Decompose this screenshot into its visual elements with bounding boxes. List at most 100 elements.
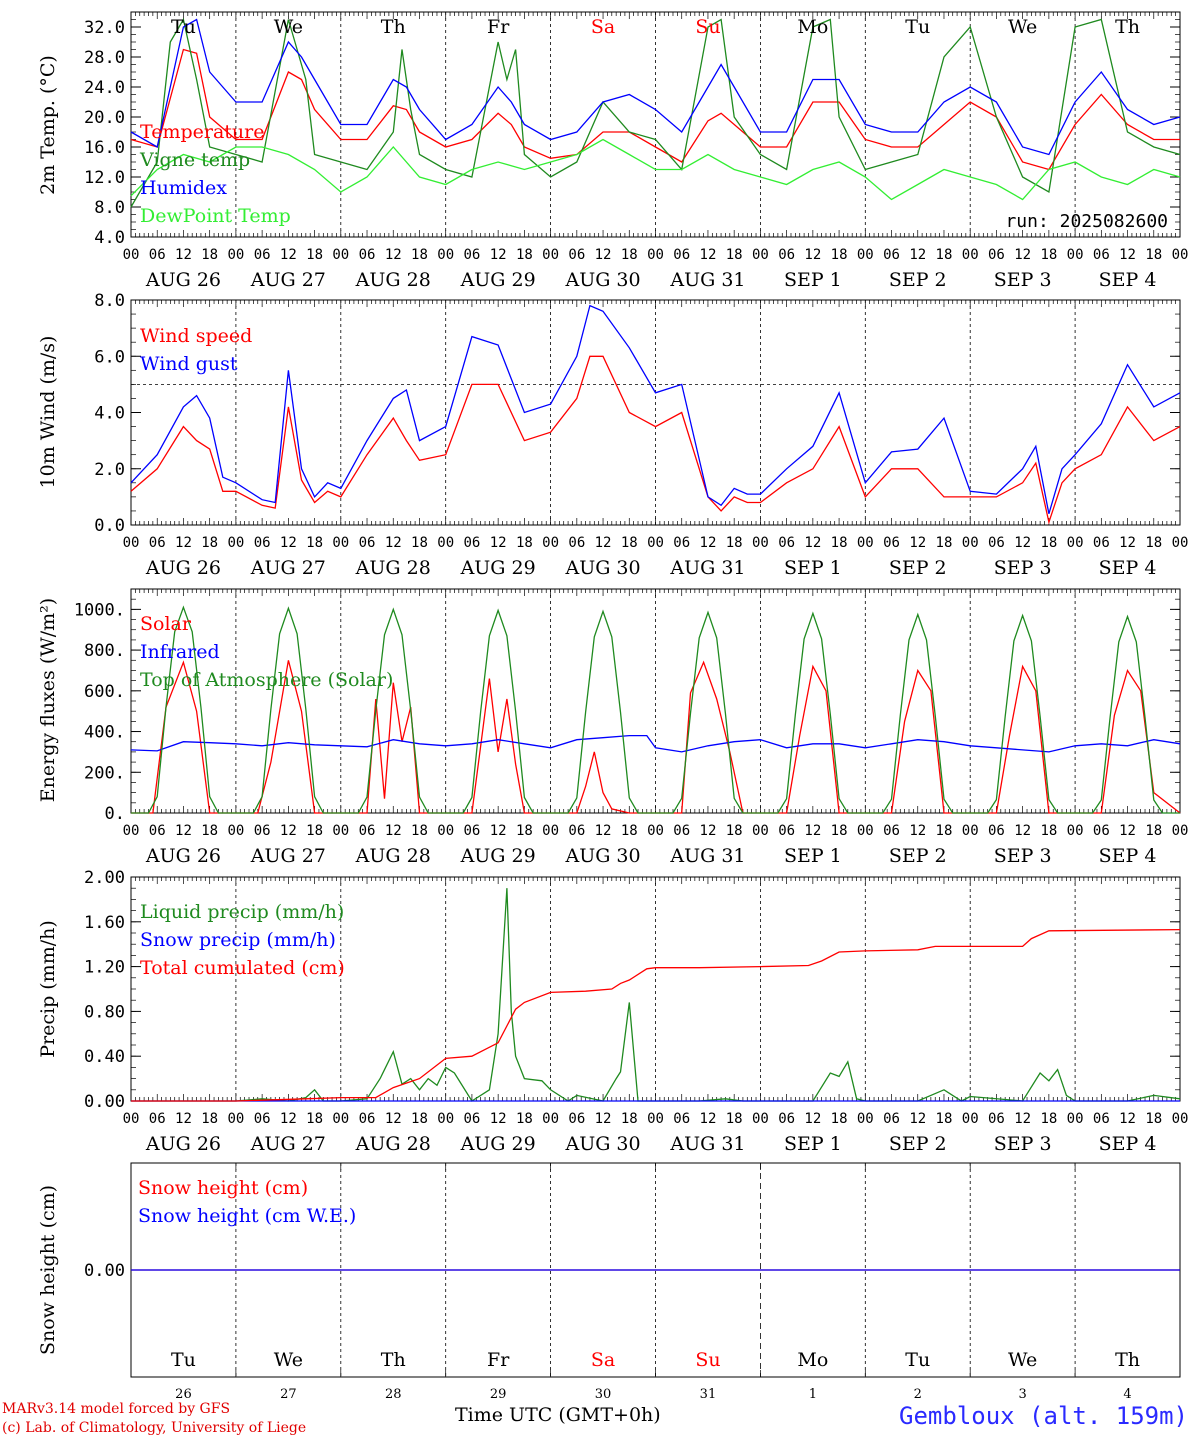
legend-entry: Liquid precip (mm/h) <box>140 901 344 923</box>
x-hour-label: 06 <box>359 1111 376 1127</box>
x-hour-label: 00 <box>1172 823 1189 839</box>
date-label: SEP 2 <box>889 269 947 291</box>
y-axis-label: Energy fluxes (W/m²) <box>37 598 59 802</box>
series-line-wind-gust <box>130 304 1181 514</box>
x-hour-label: 12 <box>909 247 926 263</box>
x-hour-label: 12 <box>700 823 717 839</box>
x-hour-label: 12 <box>280 535 297 551</box>
date-label: AUG 28 <box>355 269 431 291</box>
y-tick-label: 0.80 <box>84 1002 125 1022</box>
date-label: AUG 27 <box>250 845 326 867</box>
x-hour-label: 06 <box>254 247 271 263</box>
day-number: 1 <box>809 1387 817 1400</box>
x-hour-label: 12 <box>700 247 717 263</box>
x-hour-label: 00 <box>962 535 979 551</box>
x-hour-label: 06 <box>568 247 585 263</box>
x-hour-label: 18 <box>726 823 743 839</box>
legend-entry: Infrared <box>140 641 220 663</box>
series-line-vigne-temp <box>130 17 1181 208</box>
x-hour-label: 00 <box>227 535 244 551</box>
x-hour-label: 18 <box>411 823 428 839</box>
y-tick-label: 1.60 <box>84 913 125 933</box>
x-hour-label: 12 <box>385 247 402 263</box>
x-hour-label: 12 <box>1119 1111 1136 1127</box>
weekday-label-bottom: Su <box>695 1349 720 1371</box>
y-axis-label: 2m Temp. (°C) <box>37 55 59 195</box>
y-tick-label: 0.0 <box>94 516 125 536</box>
x-hour-label: 06 <box>988 247 1005 263</box>
x-hour-label: 12 <box>280 247 297 263</box>
x-hour-label: 00 <box>857 1111 874 1127</box>
date-label: AUG 26 <box>145 1133 221 1155</box>
date-label: AUG 30 <box>564 269 640 291</box>
x-hour-label: 18 <box>306 535 323 551</box>
date-label: AUG 31 <box>669 845 745 867</box>
x-hour-label: 12 <box>595 1111 612 1127</box>
y-tick-label: 12.0 <box>84 168 125 188</box>
y-tick-label: 16.0 <box>84 138 125 158</box>
weekday-label-bottom: We <box>1008 1349 1037 1371</box>
x-hour-label: 00 <box>647 1111 664 1127</box>
x-hour-label: 12 <box>175 823 192 839</box>
x-hour-label: 18 <box>1145 535 1162 551</box>
x-hour-label: 06 <box>149 535 166 551</box>
x-hour-label: 18 <box>411 1111 428 1127</box>
x-hour-label: 18 <box>936 823 953 839</box>
x-hour-label: 00 <box>647 823 664 839</box>
date-label: AUG 29 <box>460 557 536 579</box>
x-hour-label: 12 <box>385 535 402 551</box>
x-hour-label: 18 <box>726 535 743 551</box>
y-tick-label: 1.20 <box>84 958 125 978</box>
date-label: AUG 28 <box>355 1133 431 1155</box>
x-hour-label: 00 <box>752 823 769 839</box>
y-axis-label: Precip (mm/h) <box>37 920 59 1058</box>
date-label: SEP 4 <box>1099 269 1157 291</box>
x-hour-label: 06 <box>778 1111 795 1127</box>
weekday-label-bottom: Tu <box>905 1349 930 1371</box>
x-hour-label: 12 <box>700 535 717 551</box>
date-label: AUG 30 <box>564 1133 640 1155</box>
model-credit: MARv3.14 model forced by GFS (c) Lab. of… <box>2 1400 306 1438</box>
x-hour-label: 12 <box>1014 247 1031 263</box>
x-hour-label: 00 <box>332 1111 349 1127</box>
date-label: SEP 1 <box>784 845 842 867</box>
series-line-liquid-precip-mm-h- <box>131 888 1181 1102</box>
weekday-label: Fr <box>487 16 510 38</box>
date-label: AUG 27 <box>250 557 326 579</box>
x-hour-label: 18 <box>201 1111 218 1127</box>
series-line-infrared <box>130 734 1181 753</box>
y-tick-label: 0.00 <box>84 1092 125 1112</box>
x-hour-label: 06 <box>988 823 1005 839</box>
y-tick-label: 200. <box>84 763 125 783</box>
x-hour-label: 00 <box>332 535 349 551</box>
x-hour-label: 12 <box>175 1111 192 1127</box>
date-label: AUG 26 <box>145 269 221 291</box>
x-hour-label: 18 <box>201 535 218 551</box>
x-hour-label: 00 <box>752 535 769 551</box>
weekday-label: Th <box>1115 16 1140 38</box>
x-hour-label: 12 <box>280 823 297 839</box>
y-tick-label: 24.0 <box>84 78 125 98</box>
x-hour-label: 00 <box>647 535 664 551</box>
x-hour-label: 12 <box>804 247 821 263</box>
x-hour-label: 06 <box>673 823 690 839</box>
x-hour-label: 06 <box>1093 535 1110 551</box>
x-hour-label: 12 <box>1014 1111 1031 1127</box>
weekday-label: We <box>274 16 303 38</box>
x-hour-label: 00 <box>1172 535 1189 551</box>
x-hour-label: 18 <box>726 1111 743 1127</box>
x-hour-label: 06 <box>778 247 795 263</box>
weekday-label: We <box>1008 16 1037 38</box>
date-label: AUG 30 <box>564 557 640 579</box>
series-line-wind-speed <box>130 355 1181 525</box>
day-number: 2 <box>914 1387 922 1400</box>
x-hour-label: 00 <box>962 247 979 263</box>
x-hour-label: 18 <box>1145 823 1162 839</box>
series-line-total-cumulated-cm- <box>131 928 1181 1102</box>
x-hour-label: 12 <box>595 535 612 551</box>
x-hour-label: 12 <box>909 535 926 551</box>
weekday-label-bottom: Tu <box>171 1349 196 1371</box>
x-hour-label: 00 <box>1067 823 1084 839</box>
x-hour-label: 06 <box>463 823 480 839</box>
x-hour-label: 00 <box>1067 535 1084 551</box>
